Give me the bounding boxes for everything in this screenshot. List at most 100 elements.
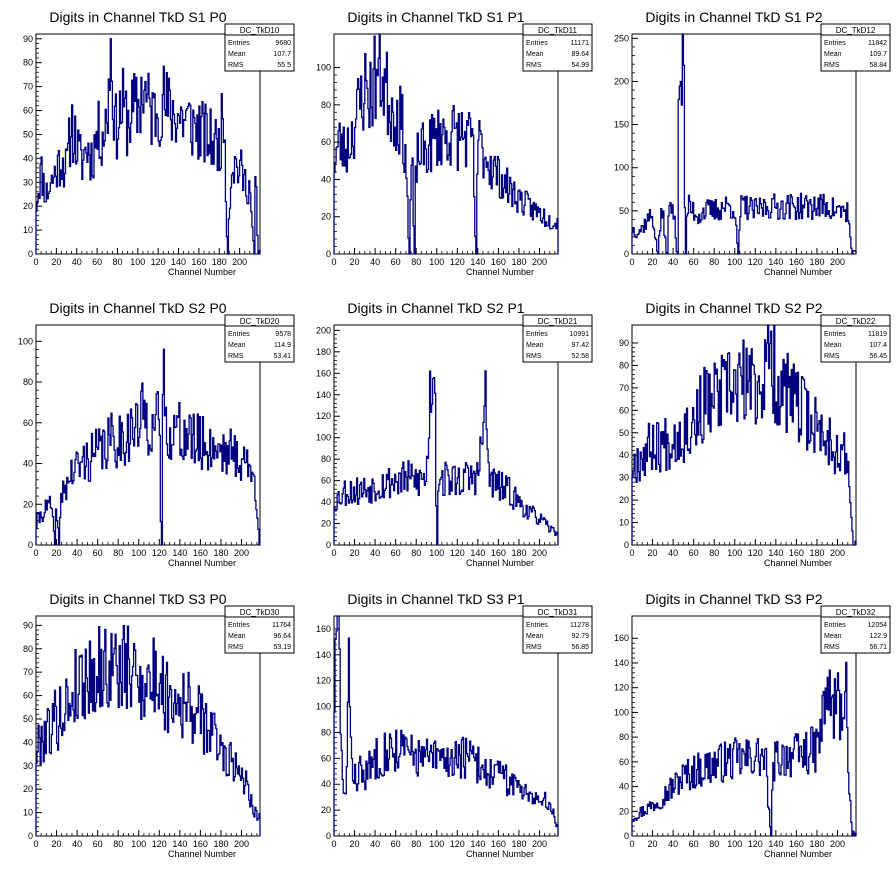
y-tick-label: 40 — [23, 153, 33, 163]
x-tick-label: 160 — [193, 548, 208, 558]
y-tick-label: 100 — [316, 702, 331, 712]
y-tick-label: 80 — [23, 377, 33, 387]
histogram-panel: Digits in Channel TkD S1 P1 0 20 40 60 80 100 0… — [298, 0, 596, 290]
y-tick-label: 60 — [23, 691, 33, 701]
histogram-svg: Digits in Channel TkD S3 P0 0 10 20 30 40 50 60… — [23, 591, 295, 859]
x-tick-label: 180 — [511, 548, 526, 558]
stats-value: 58.84 — [869, 62, 887, 69]
x-tick-label: 0 — [629, 548, 634, 558]
x-tick-label: 200 — [234, 839, 249, 849]
x-tick-label: 160 — [789, 839, 804, 849]
x-tick-label: 20 — [52, 839, 62, 849]
x-tick-label: 0 — [33, 548, 38, 558]
stats-label: Mean — [824, 342, 842, 349]
y-tick-label: 20 — [619, 806, 629, 816]
chart-title: Digits in Channel TkD S2 P2 — [645, 300, 822, 316]
stats-box — [224, 23, 295, 72]
stats-value: 114.9 — [274, 342, 291, 349]
y-tick-label: 200 — [316, 325, 331, 335]
y-tick-label: 0 — [28, 540, 33, 550]
stats-label: Mean — [526, 342, 544, 349]
stats-label: RMS — [824, 644, 840, 651]
stats-label: Entries — [824, 40, 846, 47]
y-tick-label: 180 — [316, 347, 331, 357]
x-tick-label: 100 — [429, 548, 444, 558]
stats-box — [224, 314, 295, 363]
x-tick-label: 100 — [130, 257, 145, 267]
x-tick-label: 200 — [830, 839, 845, 849]
y-tick-label: 20 — [321, 805, 331, 815]
x-tick-label: 140 — [470, 548, 485, 558]
y-tick-label: 120 — [614, 683, 629, 693]
plot-frame — [333, 324, 559, 546]
x-tick-label: 80 — [709, 257, 719, 267]
y-tick-label: 60 — [619, 405, 629, 415]
stats-label: Entries — [824, 622, 846, 629]
y-tick-label: 120 — [316, 411, 331, 421]
x-tick-label: 160 — [491, 548, 506, 558]
x-tick-label: 20 — [648, 548, 658, 558]
x-tick-label: 60 — [93, 548, 103, 558]
stats-label: Mean — [824, 633, 842, 640]
x-tick-label: 40 — [668, 548, 678, 558]
x-tick-label: 20 — [350, 548, 360, 558]
stats-value: 11171 — [571, 40, 590, 47]
stats-histogram-name: DC_TkD11 — [538, 26, 578, 35]
x-tick-label: 120 — [450, 548, 465, 558]
stats-value: 56.71 — [869, 644, 887, 651]
y-tick-label: 0 — [624, 249, 629, 259]
stats-histogram-name: DC_TkD30 — [240, 608, 280, 617]
x-tick-label: 100 — [429, 257, 444, 267]
histogram-series-line — [35, 38, 261, 255]
x-tick-label: 140 — [470, 839, 485, 849]
x-tick-label: 80 — [709, 548, 719, 558]
x-tick-label: 100 — [429, 839, 444, 849]
x-tick-label: 20 — [51, 257, 61, 267]
x-tick-label: 140 — [172, 548, 187, 558]
x-tick-label: 140 — [768, 839, 783, 849]
stats-value: 10991 — [570, 331, 590, 338]
stats-histogram-name: DC_TkD20 — [240, 317, 280, 326]
chart-title: Digits in Channel TkD S3 P0 — [49, 591, 226, 607]
x-tick-label: 160 — [789, 548, 804, 558]
x-tick-label: 200 — [232, 257, 247, 267]
y-tick-label: 80 — [321, 454, 331, 464]
stats-box — [522, 23, 593, 72]
stats-label: Entries — [228, 40, 250, 47]
x-tick-label: 60 — [689, 839, 699, 849]
x-tick-label: 60 — [391, 839, 401, 849]
histogram-panel: Digits in Channel TkD S2 P1 0 20 40 60 80 100 1… — [298, 291, 596, 581]
x-tick-label: 120 — [152, 839, 167, 849]
y-tick-label: 60 — [23, 106, 33, 116]
x-axis-label: Channel Number — [168, 849, 236, 859]
x-tick-label: 20 — [350, 257, 360, 267]
stats-value: 97.42 — [571, 342, 589, 349]
y-tick-label: 30 — [23, 761, 33, 771]
x-axis-label: Channel Number — [466, 849, 534, 859]
stats-label: RMS — [526, 644, 542, 651]
histogram-panel: Digits in Channel TkD S3 P1 0 20 40 60 80 100 1… — [298, 582, 596, 872]
stats-label: Entries — [526, 622, 548, 629]
y-tick-label: 70 — [23, 82, 33, 92]
y-tick-label: 40 — [23, 459, 33, 469]
chart-title: Digits in Channel TkD S2 P1 — [347, 300, 524, 316]
stats-value: 12054 — [868, 622, 888, 629]
x-axis-label: Channel Number — [466, 267, 534, 277]
x-axis-label: Channel Number — [764, 849, 832, 859]
stats-label: RMS — [526, 62, 542, 69]
x-tick-label: 100 — [727, 257, 742, 267]
stats-histogram-name: DC_TkD31 — [538, 608, 578, 617]
y-tick-label: 140 — [614, 658, 629, 668]
x-tick-label: 160 — [191, 257, 206, 267]
plot-frame — [631, 324, 857, 546]
x-tick-label: 60 — [92, 257, 102, 267]
x-axis-label: Channel Number — [764, 267, 832, 277]
histogram-svg: Digits in Channel TkD S2 P1 0 20 40 60 80 100 1… — [316, 300, 593, 568]
x-tick-label: 40 — [370, 257, 380, 267]
histogram-panel: Digits in Channel TkD S2 P2 0 10 20 30 40 50 60… — [596, 291, 894, 581]
stats-value: 9578 — [275, 331, 291, 338]
stats-value: 11278 — [570, 622, 589, 629]
stats-box — [522, 314, 593, 363]
y-tick-label: 160 — [316, 624, 331, 634]
x-tick-label: 160 — [491, 257, 506, 267]
